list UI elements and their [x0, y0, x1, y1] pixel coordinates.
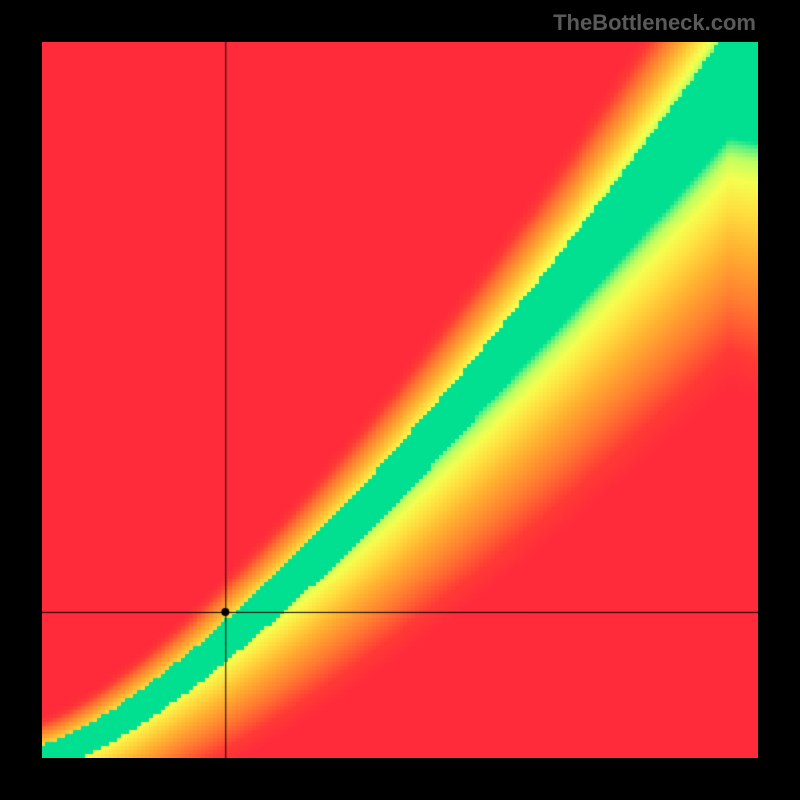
bottleneck-heatmap: [42, 42, 758, 758]
chart-container: TheBottleneck.com: [0, 0, 800, 800]
watermark-label: TheBottleneck.com: [553, 10, 756, 36]
plot-area: [42, 42, 758, 758]
